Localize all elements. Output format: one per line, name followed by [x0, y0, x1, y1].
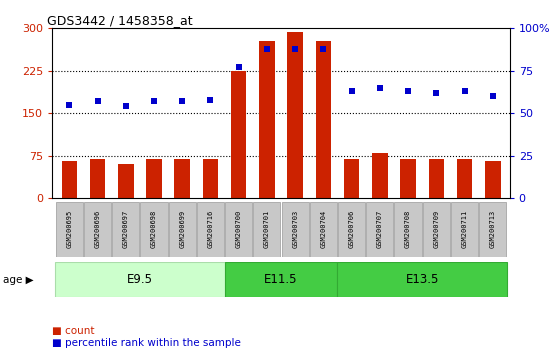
Point	[347, 88, 356, 94]
Text: GSM200706: GSM200706	[349, 210, 355, 249]
Point	[121, 104, 130, 109]
Bar	[175, 159, 190, 198]
Point	[319, 46, 328, 52]
Bar	[90, 159, 105, 198]
Bar	[366, 202, 393, 257]
Bar	[457, 159, 472, 198]
Point	[93, 98, 102, 104]
Text: GSM200695: GSM200695	[66, 210, 72, 249]
Text: E9.5: E9.5	[127, 273, 153, 286]
Text: ■ percentile rank within the sample: ■ percentile rank within the sample	[52, 338, 241, 348]
Text: GSM200697: GSM200697	[123, 210, 129, 249]
Bar	[282, 202, 309, 257]
Bar	[225, 262, 337, 297]
Bar	[338, 202, 365, 257]
Text: GSM200704: GSM200704	[320, 210, 326, 249]
Bar	[225, 202, 252, 257]
Text: GSM200700: GSM200700	[236, 210, 242, 249]
Point	[178, 98, 187, 104]
Text: GSM200708: GSM200708	[405, 210, 411, 249]
Bar	[55, 262, 225, 297]
Point	[234, 64, 243, 70]
Bar	[62, 161, 77, 198]
Point	[262, 46, 271, 52]
Point	[65, 102, 74, 108]
Point	[460, 88, 469, 94]
Bar	[344, 159, 359, 198]
Bar	[310, 202, 337, 257]
Bar	[259, 41, 274, 198]
Bar	[485, 161, 500, 198]
Bar	[197, 202, 224, 257]
Point	[375, 85, 384, 91]
Point	[206, 97, 215, 103]
Bar	[169, 202, 196, 257]
Text: GSM200711: GSM200711	[462, 210, 467, 249]
Text: GSM200709: GSM200709	[433, 210, 439, 249]
Bar	[316, 41, 331, 198]
Text: GDS3442 / 1458358_at: GDS3442 / 1458358_at	[47, 13, 192, 27]
Text: GSM200698: GSM200698	[151, 210, 157, 249]
Bar	[146, 159, 162, 198]
Bar	[253, 202, 280, 257]
Text: GSM200699: GSM200699	[179, 210, 185, 249]
Bar	[423, 202, 450, 257]
Bar	[141, 202, 168, 257]
Text: GSM200713: GSM200713	[490, 210, 496, 249]
Bar	[479, 202, 506, 257]
Bar	[118, 164, 133, 198]
Bar	[203, 159, 218, 198]
Bar	[400, 159, 416, 198]
Bar	[395, 202, 422, 257]
Bar	[56, 202, 83, 257]
Text: ■ count: ■ count	[52, 326, 95, 336]
Bar	[451, 202, 478, 257]
Bar	[231, 71, 246, 198]
Point	[432, 90, 441, 96]
Bar	[84, 202, 111, 257]
Bar	[288, 32, 303, 198]
Point	[404, 88, 413, 94]
Text: E11.5: E11.5	[264, 273, 298, 286]
Text: GSM200696: GSM200696	[95, 210, 100, 249]
Text: age ▶: age ▶	[3, 275, 34, 285]
Point	[488, 93, 497, 99]
Text: GSM200716: GSM200716	[207, 210, 213, 249]
Point	[291, 46, 300, 52]
Bar	[112, 202, 139, 257]
Text: GSM200707: GSM200707	[377, 210, 383, 249]
Text: GSM200701: GSM200701	[264, 210, 270, 249]
Text: E13.5: E13.5	[406, 273, 439, 286]
Text: GSM200703: GSM200703	[292, 210, 298, 249]
Point	[149, 98, 158, 104]
Bar	[429, 159, 444, 198]
Bar	[372, 153, 387, 198]
Bar	[337, 262, 507, 297]
